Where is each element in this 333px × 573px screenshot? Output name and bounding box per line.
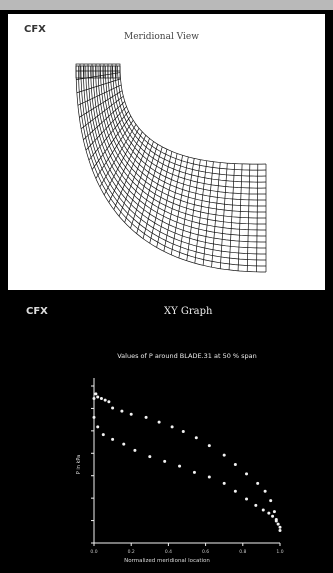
mesh-streamline [107, 66, 266, 195]
mesh-streamline [97, 65, 266, 219]
data-point [181, 430, 185, 434]
mesh-streamline [87, 65, 266, 243]
data-point [192, 470, 196, 474]
meridional-view-title: Meridional View [124, 32, 199, 42]
xy-chart: Values of P around BLADE.31 at 50 % span… [76, 352, 284, 564]
data-point [222, 481, 226, 485]
mesh-streamline [104, 65, 266, 201]
mesh-streamline [95, 66, 266, 225]
x-tick-label: 1.0 [276, 549, 283, 555]
data-point [261, 508, 265, 512]
data-point [207, 444, 211, 448]
data-point [96, 425, 100, 429]
mesh-streamline [92, 65, 266, 231]
data-point [144, 415, 148, 419]
data-point [111, 406, 115, 410]
data-point [272, 510, 276, 514]
mesh-streamline [102, 66, 266, 207]
meridional-mesh [75, 63, 267, 273]
data-point [111, 437, 115, 441]
data-point [256, 481, 260, 485]
data-point [274, 517, 278, 521]
data-point [263, 489, 267, 493]
data-point [276, 522, 280, 526]
mesh-lines [75, 65, 267, 273]
data-point [163, 459, 167, 463]
data-point [233, 463, 237, 466]
series-2 [92, 415, 282, 529]
mesh-streamline [82, 65, 266, 255]
mesh-streamline [90, 66, 266, 237]
mesh-streamline [75, 65, 266, 273]
data-point [120, 409, 124, 413]
data-point [207, 475, 211, 479]
data-point [129, 412, 133, 416]
x-tick-label: 0.0 [90, 549, 97, 555]
mesh-streamline [100, 65, 266, 213]
data-point [267, 511, 271, 515]
series-1 [92, 392, 282, 532]
data-point [271, 514, 275, 518]
data-point [122, 442, 126, 446]
data-point [107, 400, 111, 404]
data-point [269, 499, 273, 503]
data-point [133, 448, 137, 452]
data-point [92, 415, 96, 419]
chart-title: Values of P around BLADE.31 at 50 % span [117, 352, 257, 360]
mesh-streamline [85, 66, 266, 249]
data-point [170, 425, 174, 429]
data-point [94, 392, 98, 396]
x-tick-label: 0.8 [239, 549, 246, 555]
x-tick-label: 0.4 [165, 549, 172, 555]
x-tick-label: 0.2 [128, 549, 135, 555]
data-point [254, 503, 258, 507]
data-point [92, 397, 96, 401]
mesh-streamline [109, 65, 267, 189]
meridional-view-panel[interactable]: CFX Meridional View [8, 14, 325, 290]
data-point [233, 489, 237, 493]
mesh-streamline [117, 66, 267, 171]
mesh-streamline [114, 65, 267, 177]
data-point [96, 395, 100, 399]
data-point [245, 497, 249, 501]
data-point [278, 525, 282, 529]
mesh-streamline [119, 66, 267, 165]
data-point [278, 528, 282, 532]
window-titlebar [0, 0, 333, 10]
y-axis-label: P in kPa [76, 455, 82, 475]
xy-graph-panel[interactable]: CFX XY Graph Values of P around BLADE.31… [8, 296, 325, 573]
data-point [157, 420, 161, 424]
cfx-logo: CFX [26, 306, 48, 317]
x-axis-label: Normalized meridional location [124, 558, 210, 564]
data-point [222, 453, 226, 457]
mesh-streamline [78, 65, 266, 267]
data-point [194, 436, 198, 440]
xy-graph-title: XY Graph [164, 306, 213, 317]
data-point [99, 397, 103, 401]
data-point [245, 472, 249, 476]
data-point [103, 398, 107, 402]
data-point [101, 433, 105, 437]
cfx-logo: CFX [24, 24, 46, 35]
mesh-streamline [80, 65, 266, 261]
data-point [148, 455, 152, 459]
data-point [178, 464, 182, 468]
x-tick-label: 0.6 [202, 549, 209, 555]
inlet-duct [75, 63, 121, 79]
mesh-streamline [112, 66, 267, 183]
